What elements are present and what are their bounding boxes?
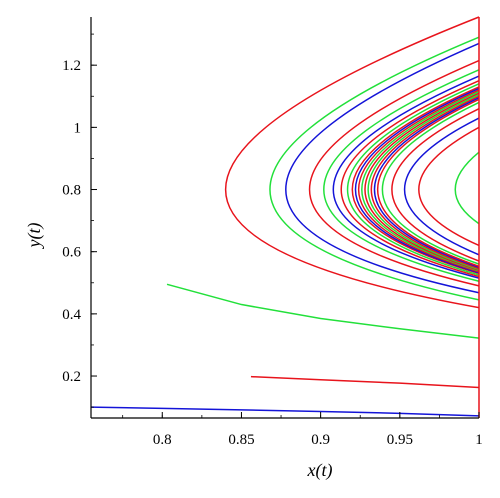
y-tick-label: 0.8 — [62, 183, 81, 199]
trajectory-red-15 — [370, 95, 480, 270]
y-tick-label: 1.2 — [62, 58, 81, 74]
y-tick-label: 0.2 — [62, 369, 81, 385]
trajectory-green-12 — [361, 90, 480, 272]
trajectory-red-19 — [391, 108, 480, 262]
trajectory-red-9 — [351, 86, 480, 275]
trajectory-blue-16 — [374, 97, 480, 268]
trajectory-blue-20 — [404, 117, 480, 256]
trajectory-green-18 — [381, 101, 480, 265]
y-tick-label: 0.4 — [62, 307, 81, 323]
trajectory-red-13 — [364, 92, 480, 272]
axes — [90, 17, 479, 419]
trajectory-red-24 — [250, 375, 480, 389]
trajectory-blue-3 — [285, 42, 480, 294]
trajectory-green-14 — [367, 94, 480, 271]
trajectory-green-22 — [454, 151, 480, 225]
trajectory-blue-10 — [355, 87, 480, 274]
trajectory-red-7 — [340, 80, 480, 278]
x-tick-label: 0.95 — [387, 432, 413, 448]
trajectory-green-5 — [323, 69, 480, 282]
y-axis-label: y(t) — [24, 223, 45, 250]
y-tick-label: 1 — [74, 120, 82, 136]
trajectory-blue-25 — [90, 406, 480, 417]
trajectory-red-11 — [358, 89, 480, 273]
x-axis-label: x(t) — [307, 460, 333, 481]
tick-layer: 0.8 0.85 0.9 0.95 1 0.2 0.4 0.6 0.8 1 1.2 — [62, 33, 483, 448]
trajectory-green-23 — [166, 283, 480, 339]
trajectory-red-17 — [377, 98, 480, 268]
trajectory-green-2 — [269, 36, 480, 301]
trajectory-blue-6 — [332, 75, 480, 279]
x-tick-label: 0.9 — [311, 432, 330, 448]
y-tick-label: 0.6 — [62, 245, 81, 261]
series-layer — [90, 16, 480, 418]
x-tick-label: 1 — [475, 432, 483, 448]
trajectory-red-1 — [225, 16, 480, 309]
trajectory-green-8 — [347, 83, 480, 276]
trajectory-red-4 — [308, 59, 480, 287]
trajectory-red-21 — [418, 126, 480, 247]
x-tick-label: 0.8 — [153, 432, 172, 448]
x-tick-label: 0.85 — [228, 432, 254, 448]
